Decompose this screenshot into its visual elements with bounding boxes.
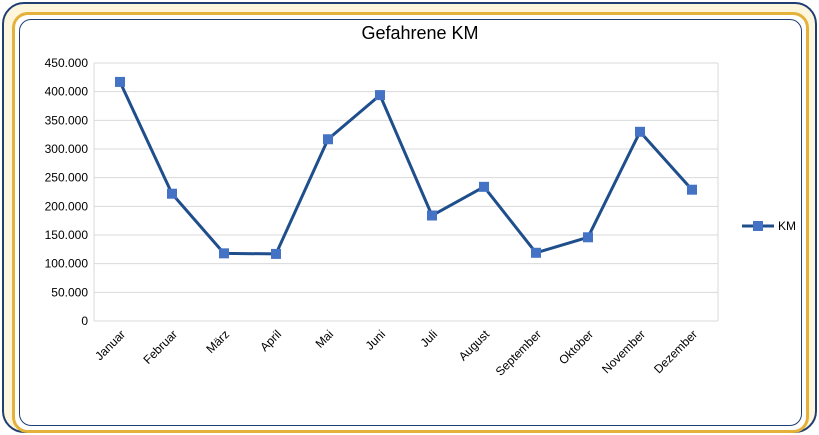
legend: KM [742,219,796,233]
x-tick-label: Mai [313,327,337,351]
x-tick-label: Oktober [556,327,596,367]
x-tick-label: Dezember [651,327,700,376]
y-tick-label: 450.000 [45,56,89,70]
x-tick-label: März [203,327,232,356]
data-point [375,90,385,101]
x-tick-label: November [599,327,648,376]
x-tick-label: Februar [141,327,181,367]
x-tick-label: Juni [363,327,388,352]
y-tick-label: 300.000 [45,142,89,156]
data-point [167,188,177,199]
y-tick-label: 150.000 [45,228,89,242]
y-tick-label: 250.000 [45,171,89,185]
series-line [118,81,694,256]
legend-marker [753,221,763,231]
data-point [583,232,593,243]
data-point [219,248,229,259]
y-tick-label: 200.000 [45,199,89,213]
chart-frame-inner [12,12,809,433]
data-point [427,210,437,221]
x-tick-label: Juli [417,327,440,350]
data-point [635,126,645,137]
y-tick-label: 400.000 [45,85,89,99]
series-km [115,76,697,259]
x-tick-label: Januar [92,327,128,363]
y-tick-label: 50.000 [51,285,88,299]
data-point [115,76,125,87]
chart-title: Gefahrene KM [361,23,478,43]
data-point [323,134,333,145]
data-point [687,184,697,195]
y-tick-label: 100.000 [45,257,89,271]
y-tick-label: 0 [81,314,88,328]
data-point [271,248,281,259]
gridlines [93,62,719,322]
x-tick-label: August [456,327,493,364]
x-axis-ticks: Januar Februar März April Mai Juni Juli August S… [92,327,700,379]
y-tick-label: 350.000 [45,113,89,127]
x-tick-label: September [493,327,544,378]
legend-label-km: KM [778,219,796,233]
chart-area [19,19,802,426]
y-axis-ticks: 0 50.000 100.000 150.000 200.000 250.000 300.0… [45,56,89,328]
data-point [531,247,541,258]
data-point [479,181,489,192]
x-tick-label: April [257,327,284,354]
